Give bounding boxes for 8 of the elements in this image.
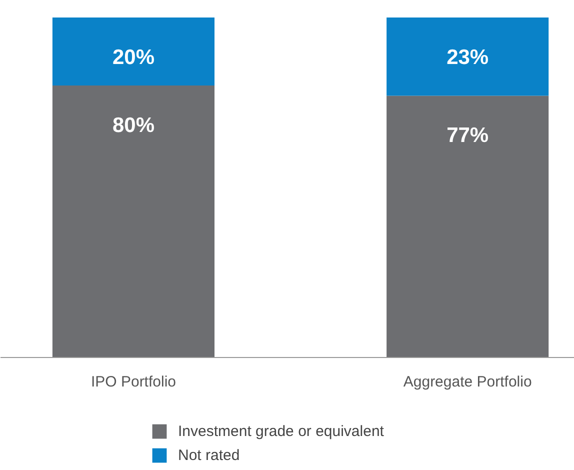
data-label: 80% [112,114,155,137]
legend-label: Investment grade or equivalent [178,422,384,440]
data-label: 20% [112,46,155,69]
legend-label: Not rated [178,446,240,464]
x-tick-label: Aggregate Portfolio [403,374,532,390]
data-label: 23% [446,46,489,69]
x-tick-label: IPO Portfolio [90,374,176,390]
data-label: 77% [446,124,489,148]
